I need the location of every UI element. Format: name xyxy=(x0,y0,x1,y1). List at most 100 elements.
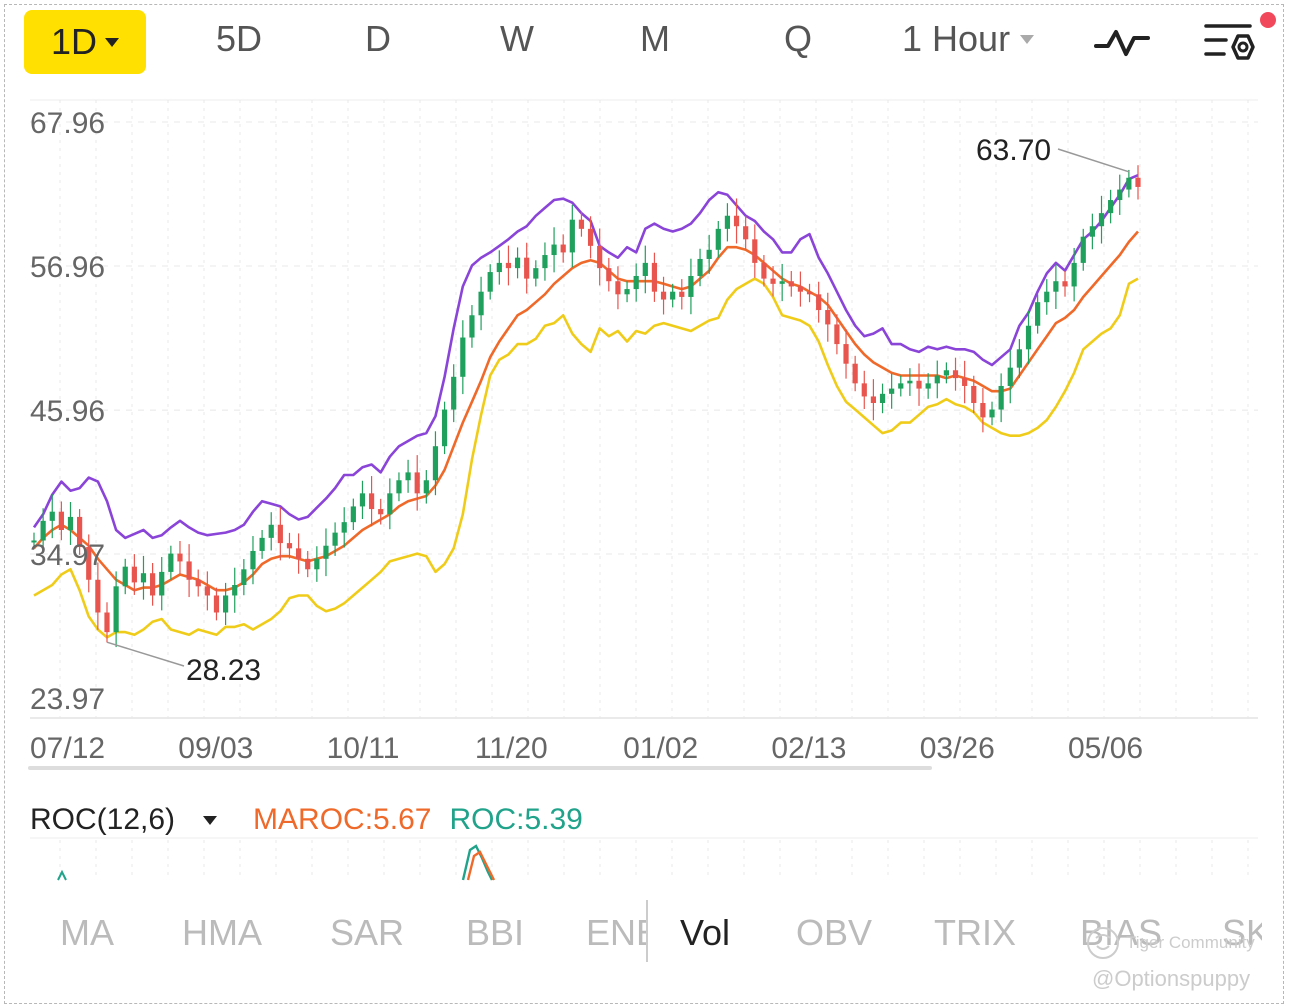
period-tab-m[interactable]: M xyxy=(640,18,670,59)
candlestick xyxy=(834,314,840,355)
candlestick xyxy=(396,472,402,502)
candlestick xyxy=(779,263,785,302)
candlestick xyxy=(1035,294,1041,334)
interval-dropdown[interactable]: 1 Hour xyxy=(902,18,1035,60)
candle-body xyxy=(779,281,785,284)
tab-trix[interactable]: TRIX xyxy=(934,912,1017,953)
indicator-name: ROC(12,6) xyxy=(30,803,176,836)
candlestick xyxy=(168,545,174,580)
indicator-tabs: MA HMA SAR BBI ENE Vol OBV TRIX BIAS SK xyxy=(0,900,1290,970)
candle-body xyxy=(58,511,64,531)
candle-body xyxy=(642,262,648,276)
candlestick xyxy=(67,501,74,545)
candlestick xyxy=(733,198,740,244)
candle-body xyxy=(925,383,931,389)
candle-body xyxy=(514,257,521,269)
candlestick xyxy=(86,534,92,593)
candlestick xyxy=(1016,339,1022,378)
tab-ma[interactable]: MA xyxy=(60,912,114,953)
candle-body xyxy=(569,219,575,253)
candlestick xyxy=(925,373,931,399)
tab-obv[interactable]: OBV xyxy=(796,912,873,953)
candle-body xyxy=(332,532,338,546)
candle-body xyxy=(670,291,676,300)
candle-body xyxy=(825,310,831,325)
candle-body xyxy=(350,506,356,523)
candle-body xyxy=(587,228,594,246)
candlestick xyxy=(688,258,694,315)
period-tab-q[interactable]: Q xyxy=(784,18,813,59)
candlestick xyxy=(587,216,594,259)
period-1d-label: 1D xyxy=(50,21,98,62)
x-tick-label: 11/20 xyxy=(475,732,548,765)
candle-body xyxy=(496,262,502,273)
tab-sk[interactable]: SK xyxy=(1222,912,1262,953)
roc-value: ROC:5.39 xyxy=(449,803,583,836)
tab-ene[interactable]: ENE xyxy=(586,912,646,953)
period-tab-w[interactable]: W xyxy=(500,18,534,59)
candle-body xyxy=(843,344,849,364)
candlestick xyxy=(378,498,384,525)
candle-body xyxy=(633,275,639,290)
period-tab-5d[interactable]: 5D xyxy=(216,18,263,59)
candlestick xyxy=(1044,279,1050,315)
tab-bbi[interactable]: BBI xyxy=(466,912,525,953)
candle-body xyxy=(469,315,475,338)
candlestick xyxy=(998,373,1004,423)
candlestick xyxy=(971,375,977,414)
candle-body xyxy=(907,380,913,384)
candlestick xyxy=(387,478,393,530)
candle-body xyxy=(816,294,822,311)
candle-body xyxy=(715,228,721,250)
candlestick xyxy=(140,555,147,600)
period-tab-d[interactable]: D xyxy=(365,18,391,59)
candle-body xyxy=(706,249,712,259)
candlestick xyxy=(533,260,539,287)
candlestick xyxy=(761,255,767,287)
lower-band-line xyxy=(33,277,1139,639)
candle-body xyxy=(743,226,749,240)
candlestick xyxy=(323,528,329,577)
candlestick xyxy=(277,507,283,561)
tab-hma[interactable]: HMA xyxy=(182,912,262,953)
candlestick xyxy=(660,276,667,315)
candlestick xyxy=(295,533,302,574)
chart-settings-icon[interactable] xyxy=(1204,20,1258,73)
y-tick-label: 34.97 xyxy=(30,539,105,572)
candlestick xyxy=(1098,195,1105,244)
candle-body xyxy=(1044,291,1050,303)
candle-body xyxy=(359,493,366,507)
candle-body xyxy=(378,509,384,515)
roc-line-edge xyxy=(57,869,67,881)
author-watermark: @Optionspuppy xyxy=(1092,966,1251,991)
candle-body xyxy=(615,281,621,295)
candlestick xyxy=(989,401,995,426)
tab-vol[interactable]: Vol xyxy=(680,912,731,953)
candlestick xyxy=(368,476,375,527)
candle-body xyxy=(478,291,484,316)
candlestick xyxy=(1089,213,1095,250)
candle-body xyxy=(679,291,685,297)
candle-body xyxy=(834,324,840,345)
candle-body xyxy=(852,363,858,384)
candle-body xyxy=(49,511,55,521)
candlestick xyxy=(524,242,530,294)
candlestick xyxy=(724,203,731,242)
indicator-wave-icon[interactable] xyxy=(1094,22,1150,67)
candlestick xyxy=(606,257,612,292)
candle-body xyxy=(761,262,767,279)
indicator-selector[interactable]: ROC(12,6) xyxy=(30,803,235,837)
candlestick xyxy=(195,569,201,597)
candle-body xyxy=(1108,200,1114,214)
candle-body xyxy=(86,547,92,580)
candle-body xyxy=(752,239,758,263)
candle-body xyxy=(624,289,630,295)
tab-sar[interactable]: SAR xyxy=(330,912,405,953)
candlestick xyxy=(551,227,557,273)
candlestick xyxy=(405,459,411,493)
candlestick xyxy=(1135,165,1141,200)
period-1d-dropdown[interactable]: 1D xyxy=(24,10,146,74)
candle-body xyxy=(971,385,977,403)
upper-band-line xyxy=(32,174,1139,540)
